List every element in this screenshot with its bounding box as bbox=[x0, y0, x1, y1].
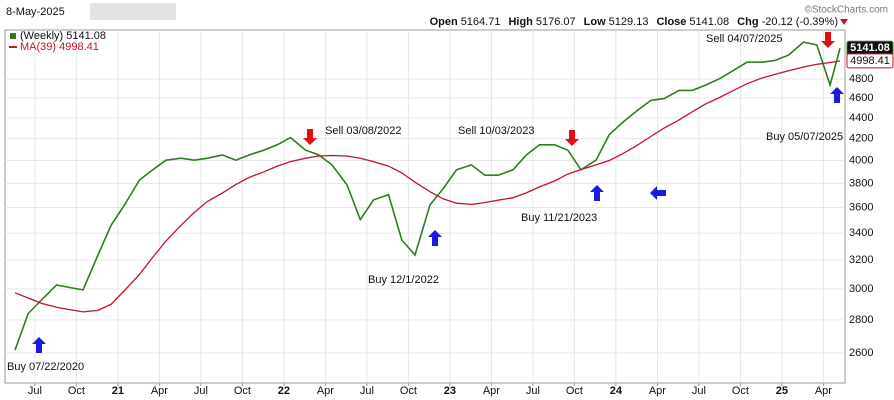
series-line bbox=[14, 41, 841, 351]
x-tick-label: Oct bbox=[234, 385, 251, 397]
y-tick-label: 4000 bbox=[849, 154, 873, 166]
annotation: Buy 12/1/2022 bbox=[368, 274, 439, 286]
quote-label: Close bbox=[656, 16, 686, 28]
quote-value: 5141.08 bbox=[689, 16, 729, 28]
annotation: Buy 05/07/2025 bbox=[766, 131, 843, 143]
x-tick-label: Apr bbox=[649, 385, 666, 397]
x-tick-label: Oct bbox=[566, 385, 583, 397]
change-arrow bbox=[840, 19, 848, 25]
signal-arrow bbox=[650, 186, 666, 200]
x-tick-label: Jul bbox=[526, 385, 540, 397]
y-tick-label: 4800 bbox=[849, 73, 873, 85]
signal-arrow bbox=[428, 230, 442, 246]
last-value-label: 5141.08 bbox=[850, 42, 890, 54]
y-tick-label: 3600 bbox=[849, 201, 873, 213]
x-tick-label: Jul bbox=[360, 385, 374, 397]
legend-swatch bbox=[10, 33, 16, 39]
quote-label: Low bbox=[584, 16, 606, 28]
annotation: Buy 07/22/2020 bbox=[7, 361, 84, 373]
x-tick-label: Jul bbox=[194, 385, 208, 397]
quote-line: Open 5164.71 High 5176.07 Low 5129.13 Close 514… bbox=[430, 16, 838, 28]
symbol-mask bbox=[90, 3, 176, 20]
signal-arrow bbox=[830, 87, 844, 103]
legend-label: (Weekly) 5141.08 bbox=[20, 30, 106, 42]
quote-value: 5129.13 bbox=[609, 16, 649, 28]
signal-arrow bbox=[590, 185, 604, 201]
last-value-label: 4998.41 bbox=[850, 55, 890, 67]
quote-label: Open bbox=[430, 16, 458, 28]
x-tick-label: 21 bbox=[112, 385, 124, 397]
y-tick-label: 3400 bbox=[849, 227, 873, 239]
x-tick-label: Oct bbox=[68, 385, 85, 397]
last-value-box bbox=[846, 53, 894, 69]
plot-frame bbox=[4, 29, 846, 384]
quote-value: 5176.07 bbox=[536, 16, 576, 28]
signal-arrow bbox=[565, 130, 579, 146]
x-tick-label: 24 bbox=[610, 385, 623, 397]
x-tick-label: 22 bbox=[278, 385, 290, 397]
x-tick-label: Oct bbox=[732, 385, 749, 397]
quote-label: High bbox=[508, 16, 533, 28]
x-tick-label: Apr bbox=[317, 385, 334, 397]
annotation: Sell 04/07/2025 bbox=[706, 33, 782, 45]
y-tick-label: 2600 bbox=[849, 347, 873, 359]
y-tick-label: 3800 bbox=[849, 177, 873, 189]
annotation: Buy 11/21/2023 bbox=[521, 212, 597, 224]
y-tick-label: 4400 bbox=[849, 112, 873, 124]
watermark: ©StockCharts.com bbox=[804, 5, 888, 16]
x-tick-label: Jul bbox=[692, 385, 706, 397]
signal-arrow bbox=[303, 129, 317, 145]
x-tick-label: Apr bbox=[483, 385, 500, 397]
quote-value: -20.12 (-0.39%) bbox=[762, 16, 838, 28]
annotation: Sell 03/08/2022 bbox=[325, 125, 401, 137]
x-tick-label: Apr bbox=[151, 385, 168, 397]
quote-label: Chg bbox=[737, 16, 758, 28]
y-tick-label: 4200 bbox=[849, 133, 873, 145]
y-tick-label: 2800 bbox=[849, 314, 873, 326]
x-tick-label: 23 bbox=[444, 385, 456, 397]
y-tick-label: 3000 bbox=[849, 283, 873, 295]
date: 8-May-2025 bbox=[6, 6, 65, 18]
legend-label: MA(39) 4998.41 bbox=[20, 41, 99, 53]
signal-arrow bbox=[32, 337, 46, 353]
annotation: Sell 10/03/2023 bbox=[458, 125, 534, 137]
y-tick-label: 4600 bbox=[849, 92, 873, 104]
y-tick-label: 3200 bbox=[849, 254, 873, 266]
quote-value: 5164.71 bbox=[461, 16, 501, 28]
x-tick-label: Apr bbox=[815, 385, 832, 397]
x-tick-label: Jul bbox=[28, 385, 42, 397]
signal-arrow bbox=[821, 32, 835, 48]
series-line bbox=[14, 60, 841, 313]
x-tick-label: Oct bbox=[400, 385, 417, 397]
x-tick-label: 25 bbox=[776, 385, 788, 397]
